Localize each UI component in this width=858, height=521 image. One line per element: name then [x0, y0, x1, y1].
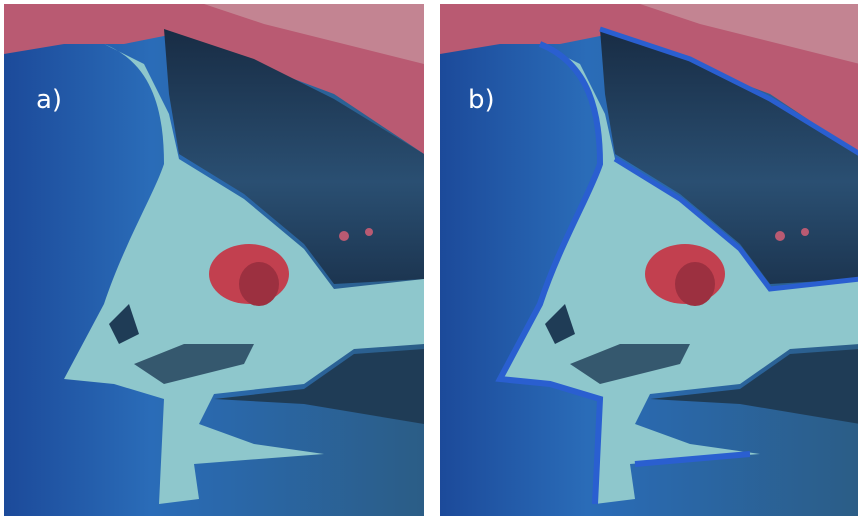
panel-a: a): [4, 4, 424, 516]
panel-label: a): [36, 85, 62, 115]
page: a) b) (() => { const data = JSON.parse(d…: [0, 0, 858, 521]
figure: a) b): [0, 0, 858, 521]
panel-label: b): [468, 85, 495, 115]
panel-b: b): [440, 4, 858, 516]
